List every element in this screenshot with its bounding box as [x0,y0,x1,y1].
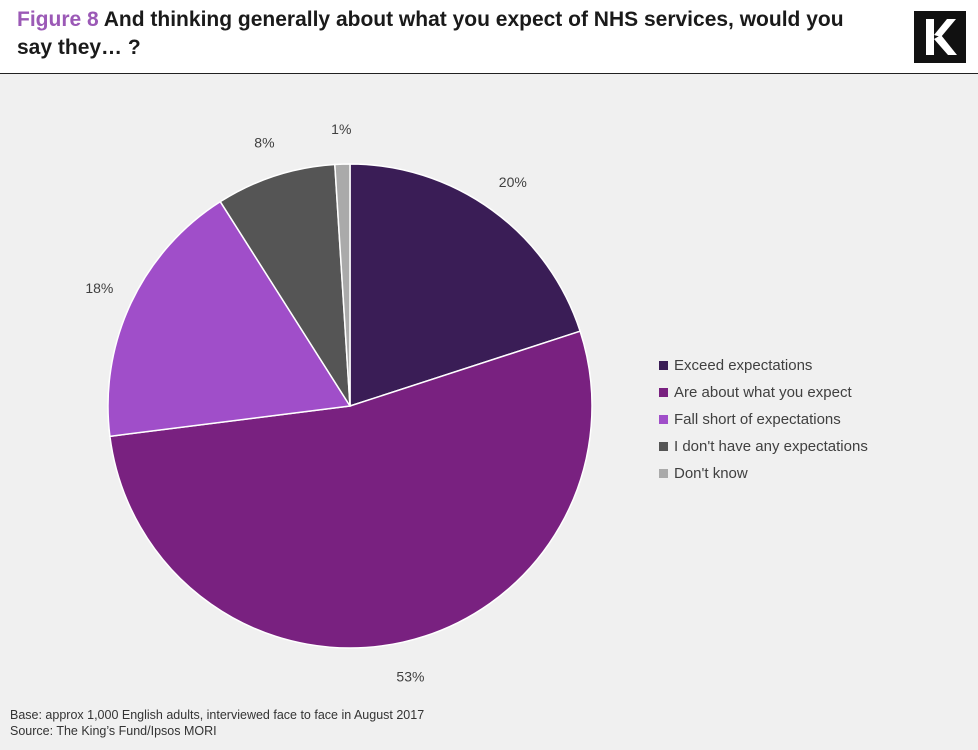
pie-slice-4 [334,163,351,407]
legend-swatch [659,388,668,397]
legend-swatch [659,361,668,370]
kings-fund-logo-icon [914,11,966,63]
data-label-2: 18% [85,280,113,296]
figure-label: Figure 8 [17,8,99,31]
legend-item: Are about what you expect [659,379,868,406]
data-label-1: 53% [396,668,424,684]
legend-swatch [659,442,668,451]
pie-slice-1 [109,330,593,649]
data-label-4: 1% [331,121,351,137]
legend-swatch [659,415,668,424]
pie-chart: 20% 53% 18% 8% 1% [85,121,593,684]
pie-slice-3 [219,163,351,407]
footer: Base: approx 1,000 English adults, inter… [10,707,424,739]
legend-label: Are about what you expect [674,384,852,401]
legend-item: Exceed expectations [659,352,868,379]
pie-slice-0 [349,163,582,408]
header: Figure 8 And thinking generally about wh… [0,0,978,74]
legend-item: Fall short of expectations [659,406,868,433]
legend-label: Exceed expectations [674,357,813,374]
page-title: Figure 8 And thinking generally about wh… [17,6,877,62]
legend-swatch [659,469,668,478]
base-note: Base: approx 1,000 English adults, inter… [10,708,425,722]
title-text: And thinking generally about what you ex… [17,8,844,59]
pie-slice-2 [107,200,352,438]
legend-item: Don't know [659,460,868,487]
source-note: Source: The King’s Fund/Ipsos MORI [10,724,217,738]
data-label-3: 8% [254,135,274,151]
legend: Exceed expectations Are about what you ex… [659,352,868,487]
legend-label: Fall short of expectations [674,411,841,428]
chart-area: 20% 53% 18% 8% 1% Exceed expectations Are abo… [0,74,978,750]
data-label-0: 20% [499,174,527,190]
legend-item: I don't have any expectations [659,433,868,460]
legend-label: I don't have any expectations [674,438,868,455]
legend-label: Don't know [674,465,748,482]
